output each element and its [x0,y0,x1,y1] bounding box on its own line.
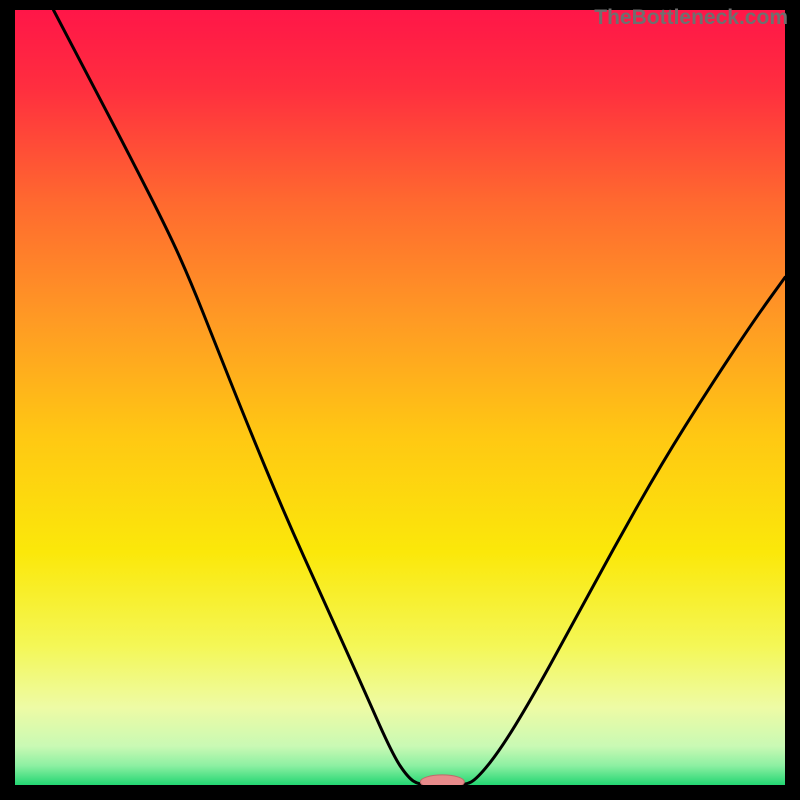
gradient-background [15,10,785,785]
chart-svg [15,10,785,785]
chart-container: TheBottleneck.com [0,0,800,800]
plot-area [15,10,785,785]
optimum-marker [420,775,464,785]
watermark-text: TheBottleneck.com [594,6,788,30]
